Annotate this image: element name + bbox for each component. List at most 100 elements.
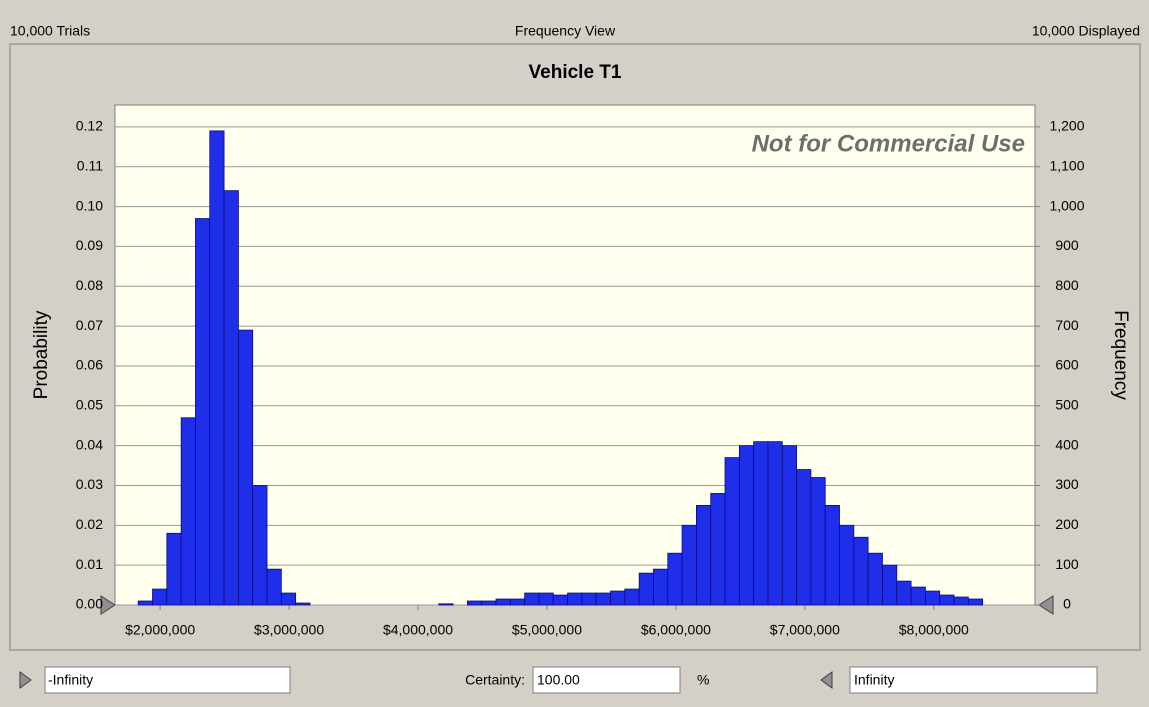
- bar: [266, 568, 282, 606]
- bar: [137, 600, 153, 606]
- bar: [767, 441, 783, 606]
- y2-tick-label: 1,100: [1049, 157, 1084, 173]
- bar: [853, 536, 869, 606]
- bar: [967, 598, 984, 606]
- y-tick-label: 0.11: [77, 157, 103, 173]
- y2-tick-label: 600: [1055, 357, 1079, 373]
- certainty-unit: %: [697, 672, 709, 688]
- lower-grabber[interactable]: [100, 595, 116, 615]
- bar: [867, 552, 883, 606]
- y2-tick-label: 1,200: [1049, 118, 1084, 134]
- bar: [953, 596, 969, 606]
- bar: [552, 594, 568, 606]
- bar: [195, 218, 211, 606]
- bar: [481, 600, 497, 606]
- bar: [824, 504, 840, 606]
- y-axis-label: Probability: [31, 310, 52, 399]
- certainty-input[interactable]: [532, 666, 681, 694]
- chart-panel: [9, 43, 1141, 651]
- bar: [753, 441, 769, 606]
- bar: [223, 190, 239, 606]
- bar: [624, 588, 640, 606]
- bar: [180, 417, 196, 606]
- bar: [581, 592, 597, 606]
- certainty-value: 100.00: [537, 672, 580, 688]
- upper-value: Infinity: [854, 672, 894, 688]
- upper-arrow[interactable]: [820, 671, 833, 689]
- y2-axis-label: Frequency: [1110, 310, 1131, 400]
- y-tick-label: 0.01: [76, 556, 103, 572]
- bar: [524, 592, 540, 606]
- y2-tick-label: 900: [1055, 237, 1079, 253]
- certainty-label: Certainty:: [465, 672, 525, 688]
- lower-arrow[interactable]: [19, 671, 32, 689]
- bar: [538, 592, 554, 606]
- y2-tick-label: 0: [1063, 596, 1071, 612]
- bar: [667, 552, 683, 606]
- y2-tick-label: 700: [1055, 317, 1079, 333]
- bar: [237, 329, 254, 606]
- bar: [724, 457, 740, 606]
- y2-tick-label: 1,000: [1049, 197, 1084, 213]
- x-tick-label: $2,000,000: [125, 622, 195, 638]
- bar: [466, 600, 483, 606]
- x-tick-label: $8,000,000: [899, 622, 969, 638]
- x-tick-label: $5,000,000: [512, 622, 582, 638]
- bar: [152, 588, 168, 606]
- bar: [438, 603, 454, 606]
- annotation: Not for Commercial Use: [752, 130, 1025, 157]
- bar: [610, 590, 626, 606]
- upper-grabber[interactable]: [1038, 595, 1054, 615]
- y-tick-label: 0.05: [76, 396, 103, 412]
- displayed: 10,000 Displayed: [1032, 23, 1140, 39]
- bar: [681, 524, 697, 606]
- y-tick-label: 0.12: [76, 118, 103, 134]
- view: Frequency View: [515, 23, 616, 39]
- y2-tick-label: 500: [1055, 396, 1079, 412]
- bar: [924, 590, 941, 606]
- bar: [910, 586, 926, 606]
- bar: [810, 477, 826, 606]
- bar: [209, 130, 225, 606]
- y-tick-label: 0.00: [76, 596, 103, 612]
- bar: [295, 602, 311, 606]
- bar: [509, 598, 526, 606]
- bar: [495, 598, 511, 606]
- bar: [638, 572, 654, 606]
- bar: [567, 592, 583, 606]
- trials: 10,000 Trials: [10, 23, 90, 39]
- y2-tick-label: 800: [1055, 277, 1079, 293]
- bar: [653, 568, 669, 606]
- y2-tick-label: 200: [1055, 516, 1079, 532]
- bar: [595, 592, 611, 606]
- lower-input[interactable]: [44, 666, 291, 694]
- upper-input[interactable]: [849, 666, 1098, 694]
- bar: [738, 445, 755, 606]
- bar: [796, 469, 812, 606]
- x-tick-label: $4,000,000: [383, 622, 453, 638]
- y-tick-label: 0.02: [76, 516, 103, 532]
- y-tick-label: 0.08: [76, 277, 103, 293]
- y2-tick-label: 400: [1055, 436, 1079, 452]
- bar: [710, 493, 726, 606]
- x-tick-label: $6,000,000: [641, 622, 711, 638]
- y-tick-label: 0.09: [76, 237, 103, 253]
- chart-title: Vehicle T1: [529, 62, 622, 83]
- y-tick-label: 0.06: [76, 357, 103, 373]
- bar: [695, 504, 712, 606]
- y2-tick-label: 300: [1055, 476, 1079, 492]
- y2-tick-label: 100: [1055, 556, 1079, 572]
- lower-value: -Infinity: [48, 672, 93, 688]
- x-tick-label: $7,000,000: [770, 622, 840, 638]
- bar: [939, 594, 955, 606]
- bar: [166, 532, 182, 606]
- bar: [252, 485, 268, 606]
- bar: [882, 564, 898, 606]
- plot-area: [114, 104, 1036, 606]
- bar: [280, 592, 297, 606]
- y-tick-label: 0.03: [76, 476, 103, 492]
- bar: [839, 524, 855, 606]
- y-tick-label: 0.04: [76, 436, 103, 452]
